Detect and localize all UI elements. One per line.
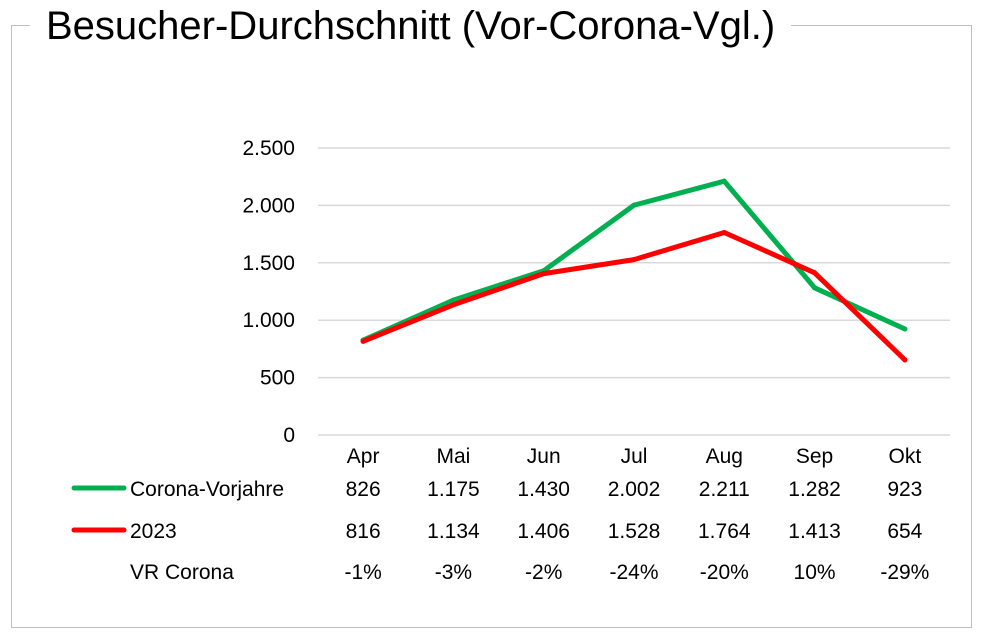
- legend-label: 2023: [130, 520, 177, 543]
- data-point: [541, 271, 547, 277]
- data-table-cell: 654: [887, 520, 922, 543]
- data-point: [812, 285, 818, 291]
- data-table-cell: 1.528: [608, 520, 661, 543]
- x-tick-label: Sep: [796, 445, 833, 468]
- data-point: [631, 202, 637, 208]
- data-table-cell: 1.413: [788, 520, 841, 543]
- x-tick-label: Jul: [621, 445, 648, 468]
- y-tick-label: 500: [260, 367, 295, 390]
- data-point: [721, 229, 727, 235]
- data-table-cell: 2.002: [608, 478, 661, 501]
- data-table-cell: 1.134: [427, 520, 480, 543]
- data-table-cell: 1.175: [427, 478, 480, 501]
- data-table-cell: 826: [346, 478, 381, 501]
- data-table-cell: 1.282: [788, 478, 841, 501]
- y-tick-label: 0: [283, 424, 295, 447]
- data-table-cell: 923: [887, 478, 922, 501]
- data-point: [721, 178, 727, 184]
- data-point: [450, 297, 456, 303]
- data-table-cell: 1.764: [698, 520, 751, 543]
- x-tick-label: Jun: [527, 445, 561, 468]
- data-table-cell: -29%: [880, 561, 929, 584]
- x-tick-label: Apr: [347, 445, 380, 468]
- legend-label: Corona-Vorjahre: [130, 478, 284, 501]
- data-table-cell: 2.211: [699, 478, 750, 501]
- data-point: [631, 257, 637, 263]
- data-table-cell: 10%: [794, 561, 836, 584]
- data-point: [450, 302, 456, 308]
- data-table-cell: 1.430: [517, 478, 570, 501]
- chart-title: Besucher-Durchschnitt (Vor-Corona-Vgl.): [30, 0, 792, 52]
- data-table-cell: 1.406: [517, 520, 570, 543]
- y-tick-label: 1.000: [242, 309, 295, 332]
- y-tick-label: 2.000: [242, 194, 295, 217]
- data-point: [902, 326, 908, 332]
- row-label: VR Corona: [130, 561, 234, 584]
- series-line: [360, 230, 908, 363]
- data-table-cell: -2%: [525, 561, 562, 584]
- x-tick-label: Mai: [437, 445, 471, 468]
- data-point: [902, 357, 908, 363]
- x-tick-label: Aug: [706, 445, 743, 468]
- y-tick-label: 1.500: [242, 252, 295, 275]
- y-tick-label: 2.500: [242, 137, 295, 160]
- data-point: [812, 270, 818, 276]
- data-table-cell: 816: [346, 520, 381, 543]
- data-point: [360, 338, 366, 344]
- x-tick-label: Okt: [889, 445, 922, 468]
- data-table-cell: -20%: [700, 561, 749, 584]
- data-table-cell: -3%: [435, 561, 472, 584]
- data-table-cell: -24%: [609, 561, 658, 584]
- data-table-cell: -1%: [344, 561, 381, 584]
